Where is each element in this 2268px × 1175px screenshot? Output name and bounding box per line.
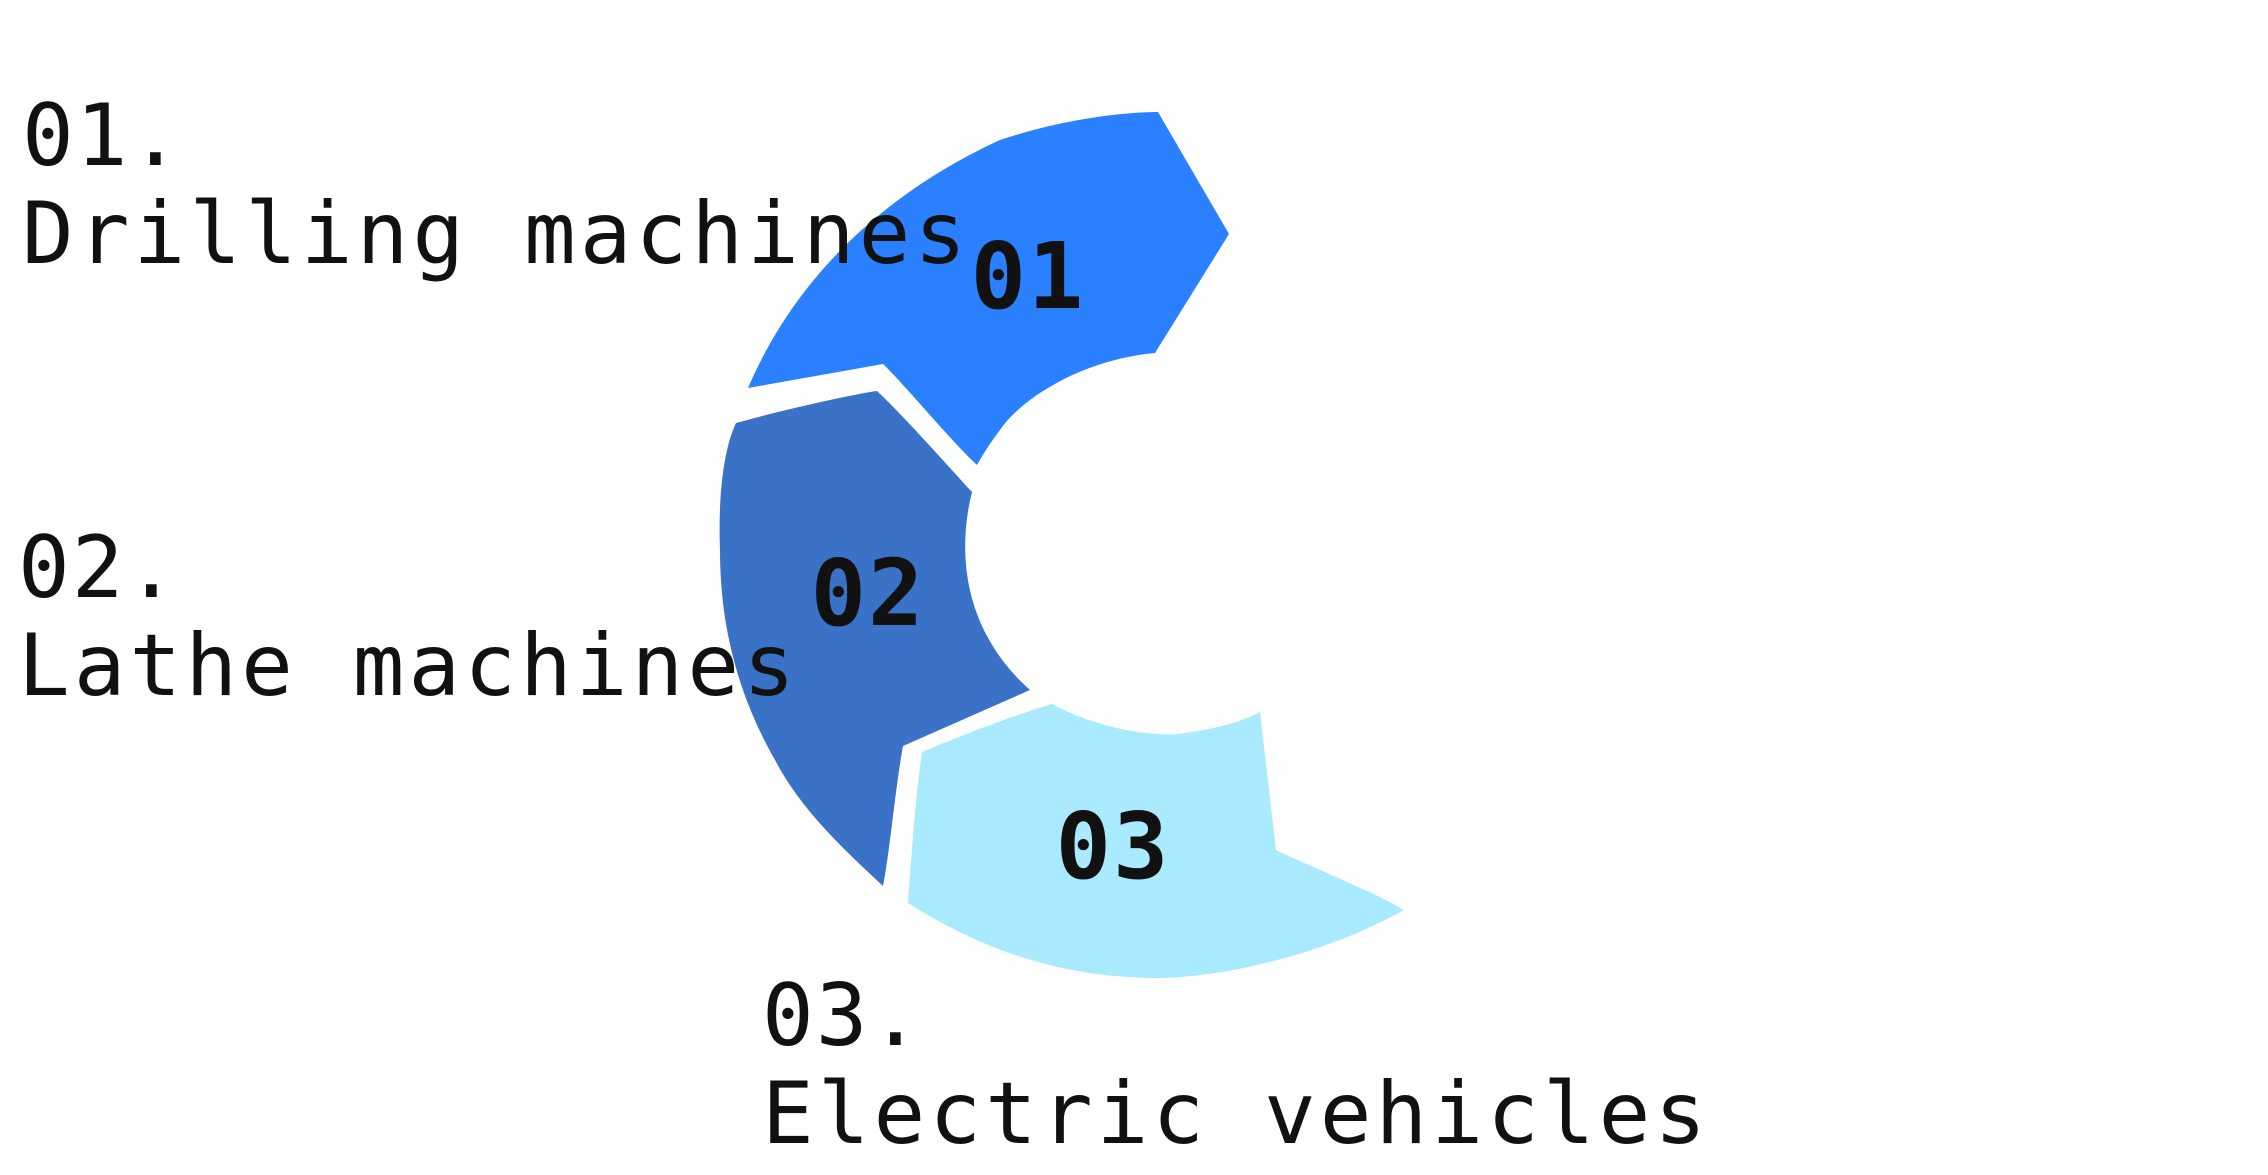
segment-03 — [908, 704, 1404, 978]
segment-01-number: 01 — [971, 223, 1086, 330]
label-number: 01. — [22, 86, 184, 186]
label-number: 02. — [18, 518, 180, 618]
label-text: Lathe machines — [18, 616, 799, 716]
segment-01 — [748, 112, 1229, 465]
label-text: Electric vehicles — [762, 1064, 1711, 1164]
label-electric-vehicles: 03. Electric vehicles — [762, 968, 1710, 1164]
segment-02 — [719, 391, 1030, 886]
label-lathe-machines: 02. Lathe machines — [18, 520, 799, 716]
label-text: Drilling machines — [22, 184, 971, 284]
segment-03-number: 03 — [1056, 793, 1171, 900]
label-drilling-machines: 01. Drilling machines — [22, 88, 970, 284]
label-number: 03. — [762, 966, 924, 1066]
segment-02-number: 02 — [811, 540, 926, 647]
